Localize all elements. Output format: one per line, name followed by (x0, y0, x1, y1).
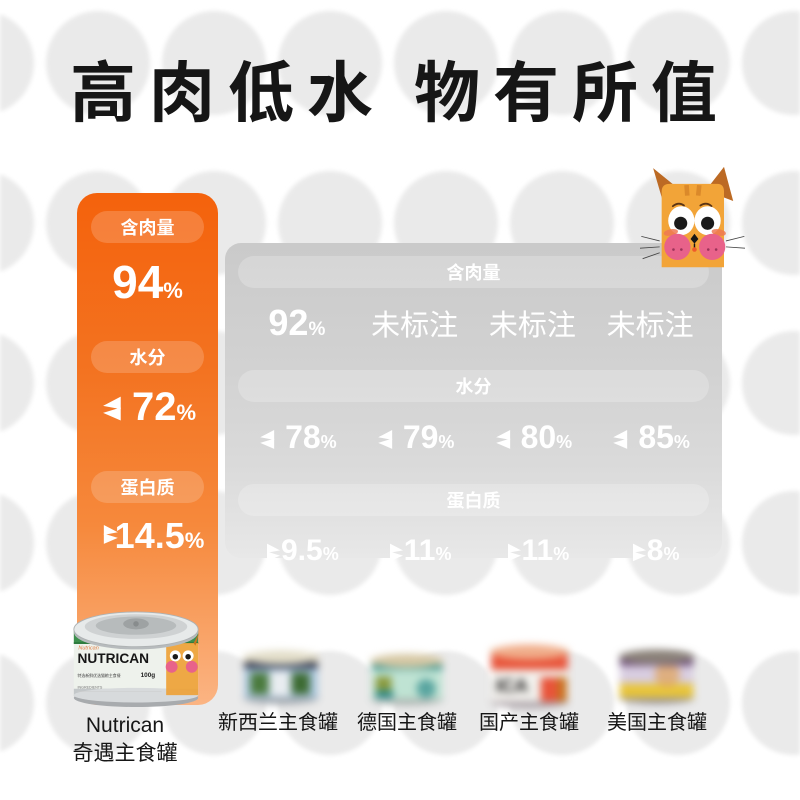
svg-text:100g: 100g (141, 672, 156, 679)
svg-text:ICA: ICA (496, 675, 528, 696)
svg-text:NUTRICAN: NUTRICAN (77, 651, 149, 666)
svg-text:INGREDIENTS: INGREDIENTS (77, 686, 102, 690)
svg-text:特选新鲜优选猫粮主食餐: 特选新鲜优选猫粮主食餐 (77, 673, 120, 679)
